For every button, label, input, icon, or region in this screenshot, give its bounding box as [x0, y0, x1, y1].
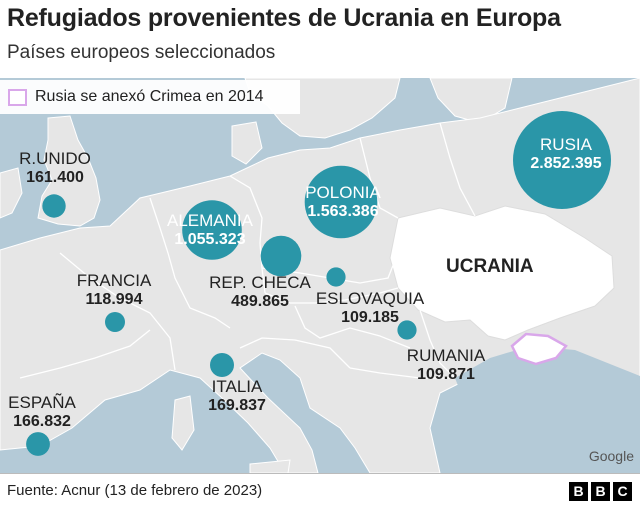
bbc-logo-letter: B: [591, 482, 610, 501]
refugee-count-label: 489.865: [231, 293, 289, 310]
country-label: FRANCIA: [77, 271, 152, 290]
refugee-count-label: 1.055.323: [174, 231, 245, 248]
country-label: POLONIA: [305, 183, 381, 202]
ukraine-label: UCRANIA: [446, 256, 534, 277]
country-label: RUSIA: [540, 135, 593, 154]
country-label: R.UNIDO: [19, 149, 91, 168]
footer: Fuente: Acnur (13 de febrero de 2023) B …: [0, 473, 640, 506]
refugee-bubble: [210, 353, 234, 377]
bbc-logo-letter: C: [613, 482, 632, 501]
refugee-bubble: [182, 200, 242, 260]
google-attribution: Google: [589, 448, 634, 464]
country-label: RUMANIA: [407, 346, 486, 365]
refugee-count-label: 118.994: [86, 291, 143, 308]
refugee-bubble: [397, 320, 416, 339]
refugee-bubble: [42, 194, 65, 217]
chart-title: Refugiados provenientes de Ucrania en Eu…: [7, 4, 561, 33]
bbc-logo-letter: B: [569, 482, 588, 501]
refugee-count-label: 169.837: [208, 397, 266, 414]
refugee-count-label: 2.852.395: [530, 155, 601, 172]
refugee-bubble: [305, 166, 378, 239]
refugee-bubble: [26, 432, 50, 456]
chart-subtitle: Países europeos seleccionados: [7, 42, 275, 64]
refugee-count-label: 161.400: [26, 169, 84, 186]
refugee-count-label: 109.185: [341, 309, 399, 326]
europe-map: R.UNIDO 161.400 FRANCIA 118.994 ESPAÑA 166.83…: [0, 78, 640, 473]
refugee-count-label: 1.563.386: [307, 203, 378, 220]
bbc-logo: B B C: [569, 482, 632, 501]
country-label: ITALIA: [212, 377, 263, 396]
source-note: Fuente: Acnur (13 de febrero de 2023): [7, 482, 262, 499]
map-legend: Rusia se anexó Crimea en 2014: [0, 80, 300, 114]
country-label: REP. CHECA: [209, 273, 311, 292]
refugee-count-label: 109.871: [417, 366, 475, 383]
refugee-bubble: [105, 312, 125, 332]
country-label: ALEMANIA: [167, 211, 254, 230]
refugee-bubble: [326, 267, 345, 286]
country-label: ESPAÑA: [8, 393, 76, 412]
crimea-legend-swatch: [8, 89, 27, 106]
refugee-bubble: [261, 236, 302, 277]
country-label: ESLOVAQUIA: [316, 289, 425, 308]
crimea-legend-label: Rusia se anexó Crimea en 2014: [35, 88, 264, 106]
refugee-count-label: 166.832: [13, 413, 71, 430]
